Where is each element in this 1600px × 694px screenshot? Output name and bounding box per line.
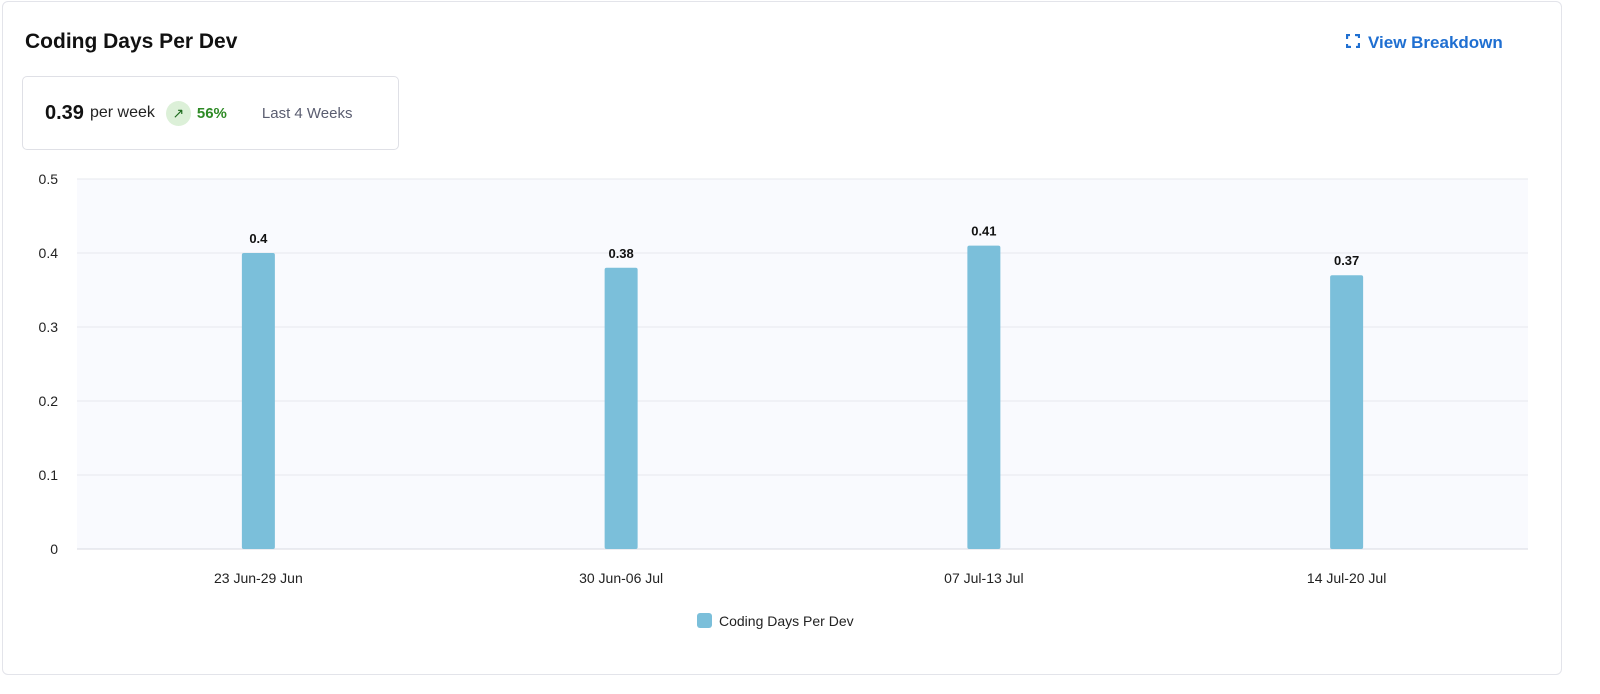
bar [241, 253, 275, 549]
y-tick-label: 0.4 [39, 245, 59, 261]
x-tick-label: 14 Jul-20 Jul [1307, 570, 1386, 586]
expand-icon [1345, 33, 1361, 53]
view-breakdown-button[interactable]: View Breakdown [1345, 33, 1503, 53]
card-title: Coding Days Per Dev [25, 30, 238, 53]
summary-box: 0.39 per week ↗ 56% Last 4 Weeks [22, 76, 399, 150]
summary-period: Last 4 Weeks [261, 104, 353, 122]
bar [967, 245, 1001, 549]
data-label: 0.41 [971, 224, 996, 239]
bar [604, 267, 638, 549]
data-label: 0.4 [249, 231, 268, 246]
x-tick-label: 23 Jun-29 Jun [214, 570, 303, 586]
view-breakdown-label: View Breakdown [1368, 33, 1503, 52]
summary-value: 0.39 [45, 101, 84, 124]
summary-unit: per week [89, 104, 155, 121]
y-tick-label: 0.5 [39, 171, 59, 187]
bar [1330, 275, 1364, 549]
x-tick-label: 30 Jun-06 Jul [579, 570, 663, 586]
y-tick-label: 0.3 [39, 319, 59, 335]
arrow-up-right-icon: ↗ [165, 100, 191, 126]
data-label: 0.38 [608, 246, 633, 261]
y-tick-label: 0.1 [39, 467, 59, 483]
legend-swatch [697, 613, 712, 628]
summary-change: 56% [196, 104, 227, 122]
y-tick-label: 0.2 [39, 393, 59, 409]
x-tick-label: 07 Jul-13 Jul [944, 570, 1023, 586]
legend-label: Coding Days Per Dev [719, 613, 854, 629]
data-label: 0.37 [1334, 253, 1359, 268]
plot-background [77, 179, 1528, 549]
y-tick-label: 0 [50, 541, 58, 557]
